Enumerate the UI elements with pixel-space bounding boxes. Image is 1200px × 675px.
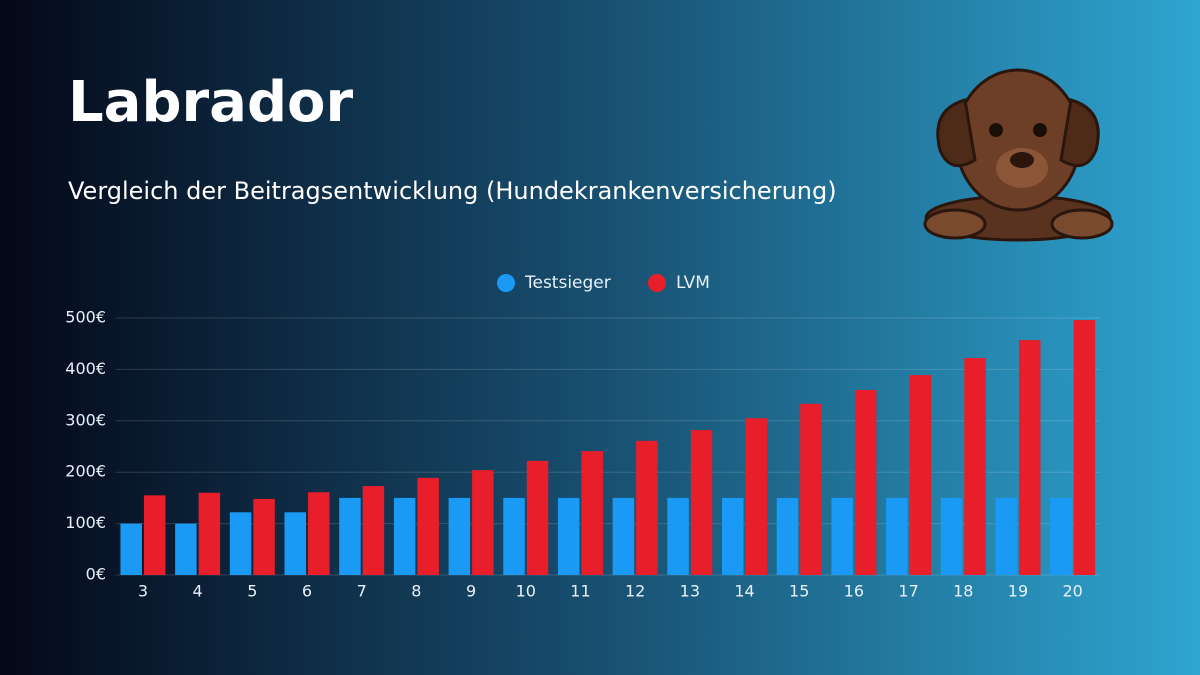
x-tick-label: 3 xyxy=(138,582,148,601)
chart-title: Labrador xyxy=(68,70,354,135)
x-tick-label: 7 xyxy=(357,582,367,601)
bar xyxy=(120,523,142,575)
legend-label: LVM xyxy=(676,273,710,293)
bar xyxy=(1018,340,1041,575)
bar xyxy=(526,460,549,575)
bar xyxy=(557,497,580,575)
x-tick-label: 18 xyxy=(953,582,973,601)
dog-illustration xyxy=(923,68,1114,242)
x-tick-label: 5 xyxy=(247,582,257,601)
bar xyxy=(690,430,713,575)
bar xyxy=(339,497,361,575)
x-tick-label: 16 xyxy=(844,582,864,601)
bar xyxy=(253,498,275,575)
bar xyxy=(472,470,494,575)
x-tick-label: 12 xyxy=(625,582,645,601)
x-tick-label: 14 xyxy=(734,582,754,601)
bar xyxy=(995,497,1017,575)
bar xyxy=(909,375,932,575)
bar xyxy=(667,497,689,575)
bar xyxy=(745,418,768,575)
bar xyxy=(448,497,471,575)
bar xyxy=(284,512,307,575)
bar xyxy=(175,523,197,575)
bar xyxy=(940,497,963,575)
bar xyxy=(800,403,822,575)
x-tick-label: 10 xyxy=(516,582,536,601)
bar xyxy=(198,492,221,575)
bar xyxy=(362,486,385,575)
y-tick-label: 400€ xyxy=(65,359,106,378)
bar xyxy=(581,451,603,575)
x-tick-label: 19 xyxy=(1008,582,1028,601)
x-tick-label: 20 xyxy=(1062,582,1082,601)
bar xyxy=(1050,497,1072,575)
bar xyxy=(886,497,908,575)
x-tick-label: 11 xyxy=(570,582,590,601)
bar xyxy=(612,497,635,575)
y-tick-label: 0€ xyxy=(86,565,106,584)
bar xyxy=(417,477,439,575)
bar xyxy=(143,495,166,575)
legend-label: Testsieger xyxy=(524,273,611,293)
bar xyxy=(831,497,853,575)
x-tick-label: 15 xyxy=(789,582,809,601)
x-tick-label: 9 xyxy=(466,582,476,601)
x-tick-label: 17 xyxy=(898,582,918,601)
bar xyxy=(964,358,986,575)
x-tick-label: 8 xyxy=(411,582,421,601)
y-tick-label: 500€ xyxy=(65,308,106,327)
chart-subtitle: Vergleich der Beitragsentwicklung (Hunde… xyxy=(68,177,837,205)
bar xyxy=(308,492,330,575)
bar xyxy=(503,497,525,575)
x-tick-label: 13 xyxy=(680,582,700,601)
x-tick-label: 6 xyxy=(302,582,312,601)
bar xyxy=(636,440,658,575)
bar xyxy=(722,497,744,575)
bar xyxy=(1073,320,1096,575)
bar xyxy=(776,497,799,575)
bar xyxy=(229,512,252,575)
y-tick-label: 100€ xyxy=(65,513,106,532)
legend-marker xyxy=(648,274,666,292)
bar xyxy=(393,497,416,575)
x-tick-label: 4 xyxy=(193,582,203,601)
y-tick-label: 200€ xyxy=(65,462,106,481)
y-tick-label: 300€ xyxy=(65,410,106,429)
legend-marker xyxy=(497,274,515,292)
bar xyxy=(854,389,877,575)
